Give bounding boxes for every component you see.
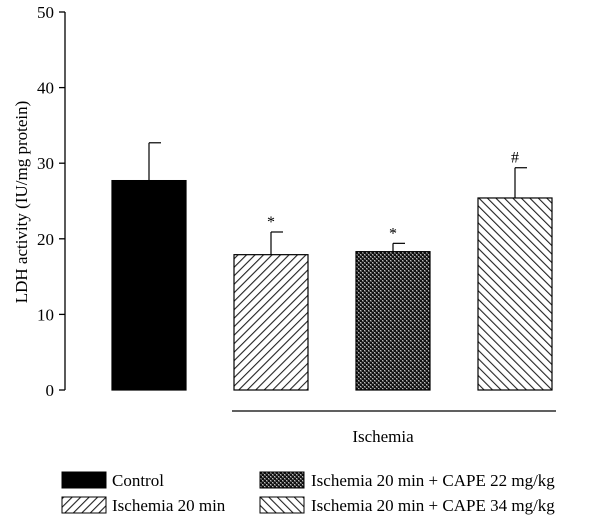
- y-tick-label: 10: [37, 305, 54, 324]
- y-tick-label: 50: [37, 3, 54, 22]
- bars-group: * * #: [111, 142, 553, 391]
- y-axis-label: LDH activity (IU/mg protein): [12, 101, 31, 304]
- legend-label: Ischemia 20 min: [112, 496, 226, 515]
- legend-label: Ischemia 20 min + CAPE 22 mg/kg: [311, 471, 555, 490]
- legend-swatch: [61, 471, 107, 489]
- bar: [477, 197, 553, 391]
- legend-swatch: [61, 496, 107, 514]
- significance-marker: *: [267, 214, 275, 231]
- y-tick-label: 0: [46, 381, 55, 400]
- bar: [111, 179, 187, 391]
- legend-swatch: [259, 496, 305, 514]
- group-label: Ischemia: [352, 427, 414, 446]
- bar: [355, 251, 431, 391]
- legend-swatch: [259, 471, 305, 489]
- y-axis: 0 10 20 30 40 50: [37, 3, 66, 400]
- legend: Control Ischemia 20 min Ischemia 20 min + …: [61, 471, 555, 515]
- significance-marker: #: [511, 150, 519, 167]
- legend-label: Ischemia 20 min + CAPE 34 mg/kg: [311, 496, 555, 515]
- significance-marker: *: [389, 225, 397, 242]
- bar: [233, 254, 309, 391]
- y-tick-label: 30: [37, 154, 54, 173]
- y-tick-label: 20: [37, 230, 54, 249]
- y-tick-label: 40: [37, 79, 54, 98]
- legend-label: Control: [112, 471, 164, 490]
